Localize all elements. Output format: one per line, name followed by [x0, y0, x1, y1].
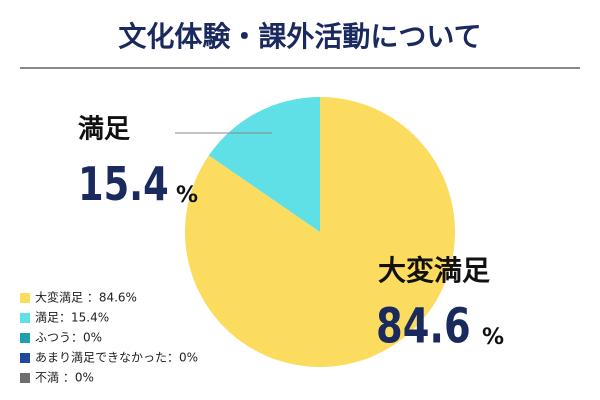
slice-label: 大変満足	[378, 254, 490, 287]
legend-swatch	[20, 373, 30, 383]
slice-unit: %	[176, 183, 198, 208]
slice-label: 満足	[78, 115, 130, 145]
slice-unit: %	[482, 325, 504, 350]
legend-swatch	[20, 333, 30, 343]
chart-title: 文化体験・課外活動について	[118, 20, 481, 53]
legend-label: 大変満足 ：84.6%	[35, 290, 137, 305]
legend-label: あまり満足できなかった：0%	[35, 351, 198, 365]
pie-slice	[208, 97, 320, 232]
legend-swatch	[20, 353, 30, 363]
legend-label: 満足：15.4%	[35, 311, 109, 325]
slice-value: 15.4	[78, 157, 169, 211]
legend-label: 不満 ：0%	[35, 371, 94, 385]
legend-swatch	[20, 293, 30, 303]
slice-value: 84.6	[376, 300, 471, 355]
legend-label: ふつう：0%	[35, 331, 102, 345]
legend-swatch	[20, 313, 30, 323]
